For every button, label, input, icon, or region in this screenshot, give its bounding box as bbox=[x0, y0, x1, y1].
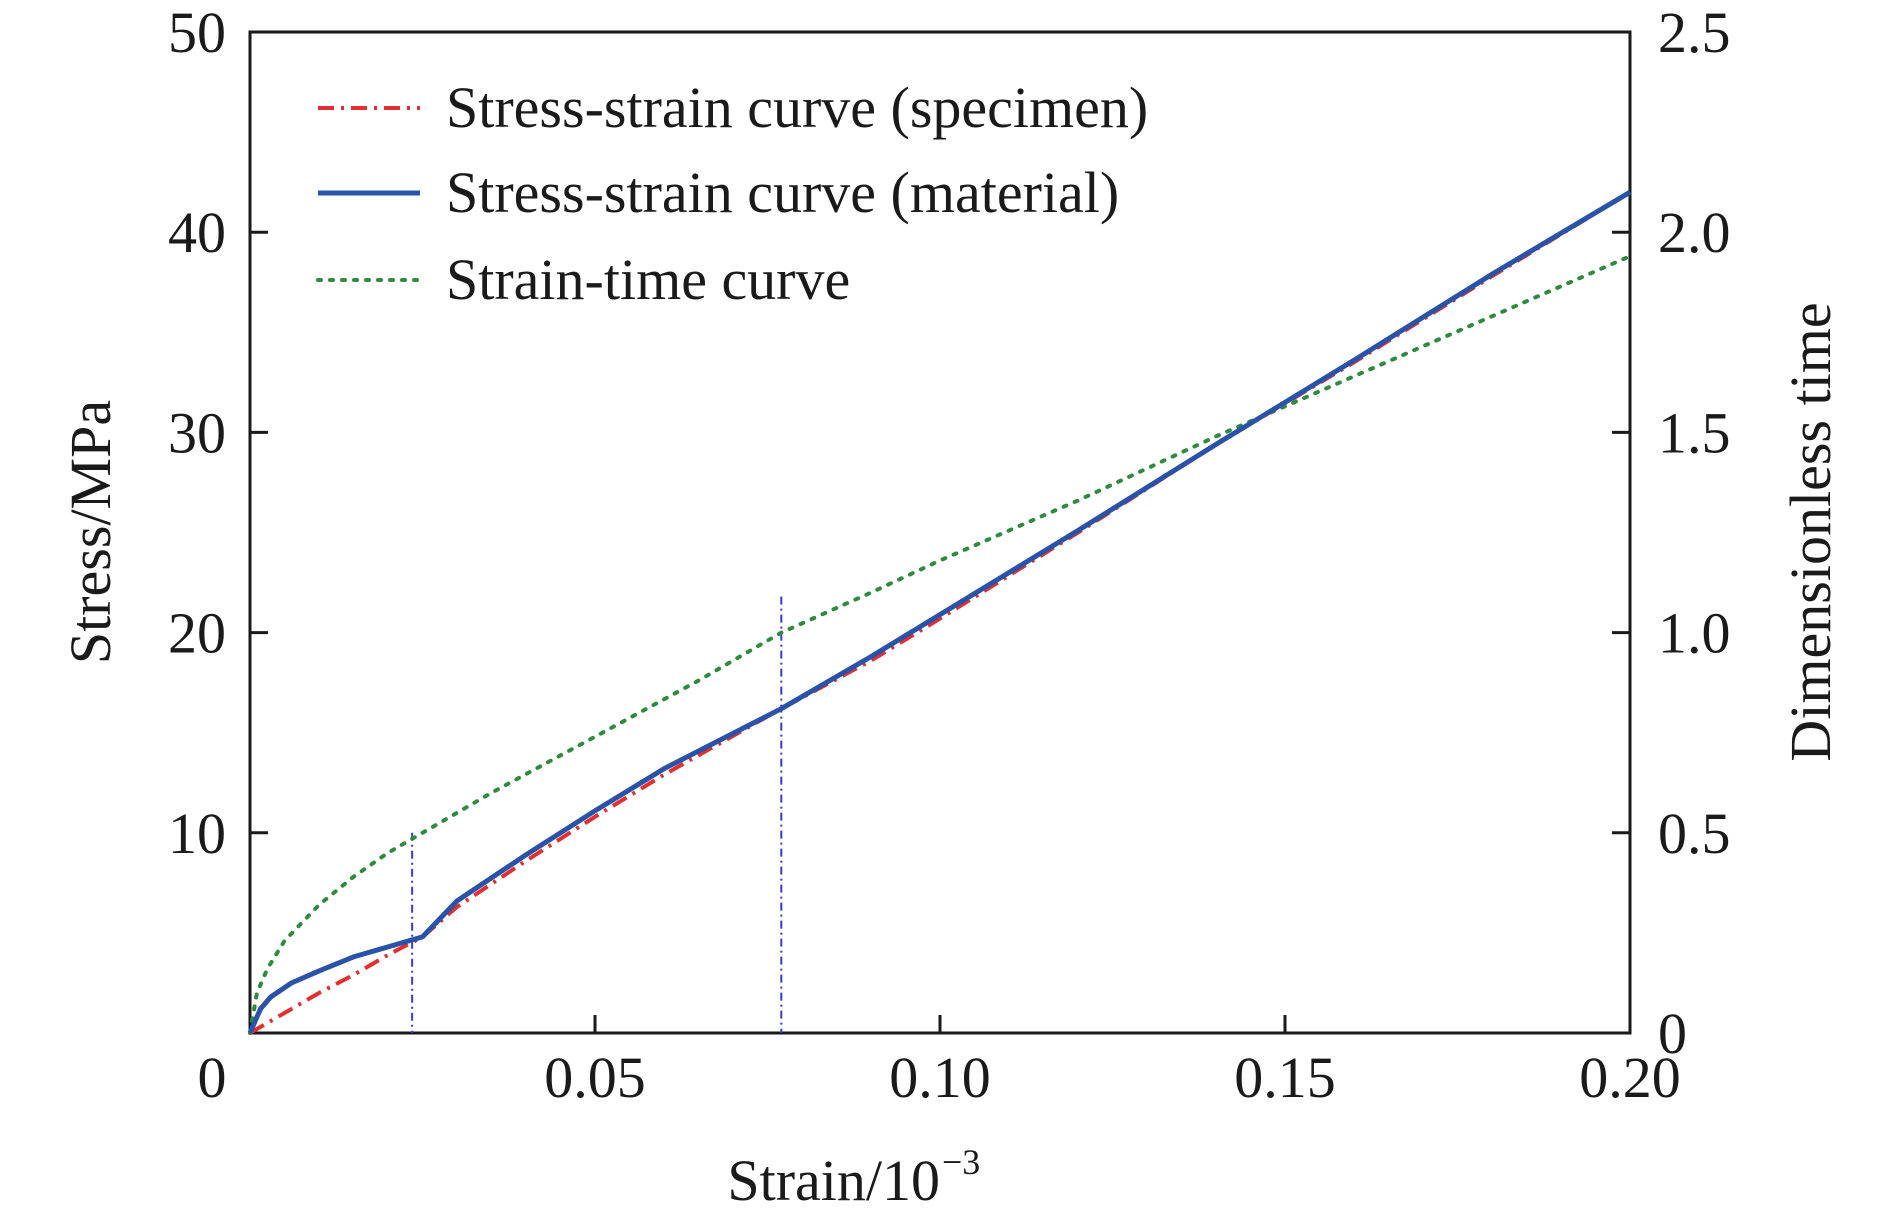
series-line-strain-time bbox=[248, 254, 1632, 1035]
y-axis-label: Stress/MPa bbox=[58, 400, 123, 664]
x-axis-label-exponent: −3 bbox=[942, 1142, 980, 1182]
x-axis-label: Strain/10 bbox=[727, 1148, 940, 1211]
y-tick-label: 40 bbox=[168, 200, 226, 265]
legend-label-strain-time: Strain-time curve bbox=[446, 247, 850, 312]
legend: Stress-strain curve (specimen) Stress-st… bbox=[316, 75, 1148, 312]
y-tick-label: 30 bbox=[168, 400, 226, 465]
x-tick-label: 0.10 bbox=[889, 1045, 991, 1110]
x-tick-label: 0.05 bbox=[544, 1045, 646, 1110]
series-lines bbox=[247, 190, 1632, 1035]
y2-tick-label: 2.0 bbox=[1658, 200, 1731, 265]
axis-ticks bbox=[250, 230, 1630, 1033]
series-line-material bbox=[247, 190, 1632, 1034]
y2-tick-label: 2.5 bbox=[1658, 0, 1731, 65]
y2-tick-label: 1.0 bbox=[1658, 601, 1731, 666]
y-tick-label: 20 bbox=[168, 601, 226, 666]
y2-tick-label: 1.5 bbox=[1658, 400, 1731, 465]
x-tick-label: 0.20 bbox=[1579, 1045, 1681, 1110]
legend-label-specimen: Stress-strain curve (specimen) bbox=[446, 75, 1148, 140]
legend-label-material: Stress-strain curve (material) bbox=[446, 160, 1119, 225]
tick-labels: 0.05 0.10 0.15 0.200102030405000.51.01.52.0… bbox=[168, 0, 1731, 1110]
origin-label: 0 bbox=[198, 1045, 227, 1110]
reference-lines bbox=[411, 596, 783, 1033]
y2-tick-label: 0.5 bbox=[1658, 801, 1731, 866]
y2-tick-label: 0 bbox=[1658, 1001, 1687, 1066]
y-tick-label: 10 bbox=[168, 801, 226, 866]
y2-axis-label: Dimensionless time bbox=[1778, 302, 1843, 761]
y-tick-label: 50 bbox=[168, 0, 226, 65]
x-tick-label: 0.15 bbox=[1234, 1045, 1336, 1110]
